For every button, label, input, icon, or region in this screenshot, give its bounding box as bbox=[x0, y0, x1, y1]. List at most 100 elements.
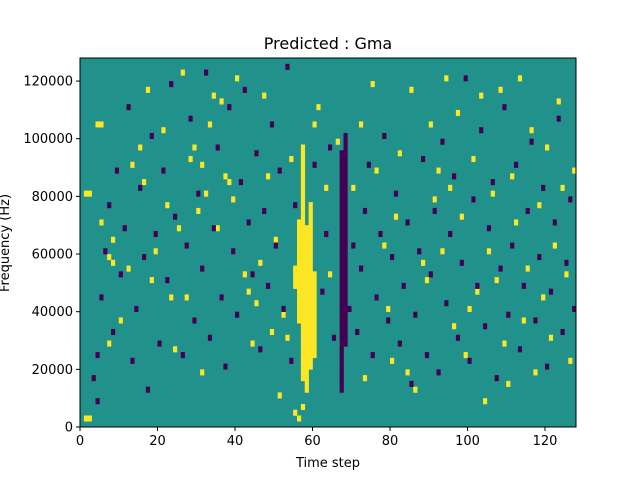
heatmap-cell-high bbox=[300, 334, 306, 341]
heatmap-cell-low bbox=[339, 328, 344, 336]
heatmap-cell-low bbox=[374, 294, 379, 301]
heatmap-cell-high bbox=[300, 184, 306, 191]
heatmap-cell-high bbox=[409, 86, 414, 93]
heatmap-cell-high bbox=[370, 81, 375, 88]
heatmap-cell-high bbox=[83, 415, 89, 422]
heatmap-cell-high bbox=[111, 236, 116, 243]
heatmap-cell-high bbox=[548, 334, 554, 341]
heatmap-cell-high bbox=[250, 340, 255, 347]
heatmap-cell-low bbox=[343, 328, 348, 336]
heatmap-cell-high bbox=[467, 305, 472, 312]
heatmap-cell-high bbox=[297, 230, 302, 238]
heatmap-cell-low bbox=[401, 282, 406, 289]
heatmap-cell-high bbox=[300, 357, 306, 364]
heatmap-cell-low bbox=[99, 294, 104, 301]
heatmap-cell-low bbox=[339, 248, 344, 255]
heatmap-cell-high bbox=[304, 334, 309, 341]
heatmap-cell-low bbox=[103, 248, 108, 255]
heatmap-cell-high bbox=[300, 259, 306, 266]
heatmap-cell-high bbox=[277, 392, 282, 399]
y-tick-label: 0 bbox=[65, 421, 73, 436]
heatmap-cell-low bbox=[343, 305, 348, 312]
heatmap-cell-low bbox=[343, 202, 348, 209]
heatmap-cell-low bbox=[231, 248, 236, 255]
heatmap-cell-high bbox=[444, 75, 449, 82]
heatmap-cell-low bbox=[494, 375, 499, 382]
heatmap-cell-low bbox=[339, 346, 344, 353]
heatmap-cell-high bbox=[308, 230, 313, 238]
heatmap-cell-high bbox=[300, 375, 306, 382]
heatmap-cell-low bbox=[343, 132, 348, 140]
heatmap-cell-low bbox=[343, 144, 348, 151]
heatmap-cell-high bbox=[297, 305, 302, 312]
heatmap-cell-low bbox=[196, 190, 201, 197]
heatmap-cell-high bbox=[397, 150, 402, 157]
heatmap-cell-high bbox=[300, 300, 306, 307]
heatmap-cell-low bbox=[242, 86, 247, 93]
heatmap-cell-high bbox=[304, 225, 309, 232]
heatmap-cell-low bbox=[339, 386, 344, 393]
heatmap-cell-high bbox=[111, 259, 116, 266]
heatmap-cell-high bbox=[300, 213, 306, 220]
heatmap-cell-high bbox=[312, 328, 317, 336]
heatmap-cell-low bbox=[343, 156, 348, 163]
heatmap-cell-high bbox=[300, 352, 306, 359]
heatmap-cell-low bbox=[572, 305, 577, 312]
heatmap-cell-low bbox=[521, 282, 526, 289]
heatmap-cell-high bbox=[304, 357, 309, 364]
heatmap-cell-high bbox=[517, 75, 523, 82]
heatmap-cell-high bbox=[494, 277, 499, 284]
heatmap-cell-high bbox=[142, 179, 147, 186]
heatmap-cell-high bbox=[374, 167, 379, 174]
heatmap-cell-high bbox=[99, 219, 104, 226]
y-tick-label: 100000 bbox=[23, 132, 73, 147]
heatmap-cell-low bbox=[339, 363, 344, 370]
heatmap-cell-low bbox=[421, 156, 426, 163]
heatmap-cell-low bbox=[452, 173, 457, 180]
heatmap-cell-low bbox=[269, 121, 275, 128]
heatmap-cell-high bbox=[107, 254, 112, 261]
heatmap-cell-high bbox=[297, 294, 302, 301]
heatmap-cell-high bbox=[297, 254, 302, 261]
heatmap-cell-low bbox=[339, 259, 344, 266]
heatmap-cell-low bbox=[339, 156, 344, 163]
heatmap-cell-high bbox=[316, 104, 321, 111]
heatmap-cell-high bbox=[304, 317, 309, 324]
heatmap-cell-low bbox=[211, 225, 216, 232]
heatmap-cell-high bbox=[297, 242, 302, 249]
heatmap-cell-low bbox=[556, 115, 561, 122]
heatmap-cell-low bbox=[145, 386, 151, 393]
heatmap-cell-high bbox=[541, 294, 546, 301]
heatmap-cell-low bbox=[436, 369, 441, 376]
heatmap-cell-high bbox=[300, 265, 306, 272]
heatmap-cell-low bbox=[343, 271, 348, 278]
heatmap-cell-high bbox=[436, 167, 441, 174]
heatmap-cell-low bbox=[339, 288, 344, 295]
heatmap-cell-high bbox=[362, 375, 368, 382]
heatmap-cell-low bbox=[285, 63, 290, 70]
heatmap-area bbox=[80, 58, 577, 427]
heatmap-cell-low bbox=[343, 340, 348, 347]
heatmap-cell-low bbox=[428, 271, 433, 278]
heatmap-cell-high bbox=[304, 265, 309, 272]
x-tick-label: 20 bbox=[149, 434, 166, 449]
heatmap-cell-low bbox=[343, 219, 348, 226]
heatmap-cell-high bbox=[324, 184, 329, 191]
heatmap-cell-high bbox=[312, 300, 317, 307]
heatmap-cell-high bbox=[293, 282, 298, 289]
heatmap-cell-high bbox=[537, 202, 542, 209]
heatmap-cell-low bbox=[91, 375, 96, 382]
heatmap-cell-low bbox=[262, 207, 267, 214]
heatmap-cell-low bbox=[475, 282, 480, 289]
x-tick-label: 40 bbox=[227, 434, 244, 449]
heatmap-cell-high bbox=[297, 248, 302, 255]
heatmap-cell-high bbox=[308, 259, 313, 266]
x-axis-label: Time step bbox=[295, 456, 360, 471]
heatmap-cell-low bbox=[366, 161, 371, 168]
heatmap-cell-low bbox=[180, 352, 185, 359]
heatmap-cell-high bbox=[297, 225, 302, 232]
heatmap-cell-high bbox=[308, 277, 313, 284]
heatmap-cell-low bbox=[351, 242, 356, 249]
heatmap-cell-low bbox=[328, 144, 333, 151]
heatmap-cell-high bbox=[308, 265, 313, 272]
